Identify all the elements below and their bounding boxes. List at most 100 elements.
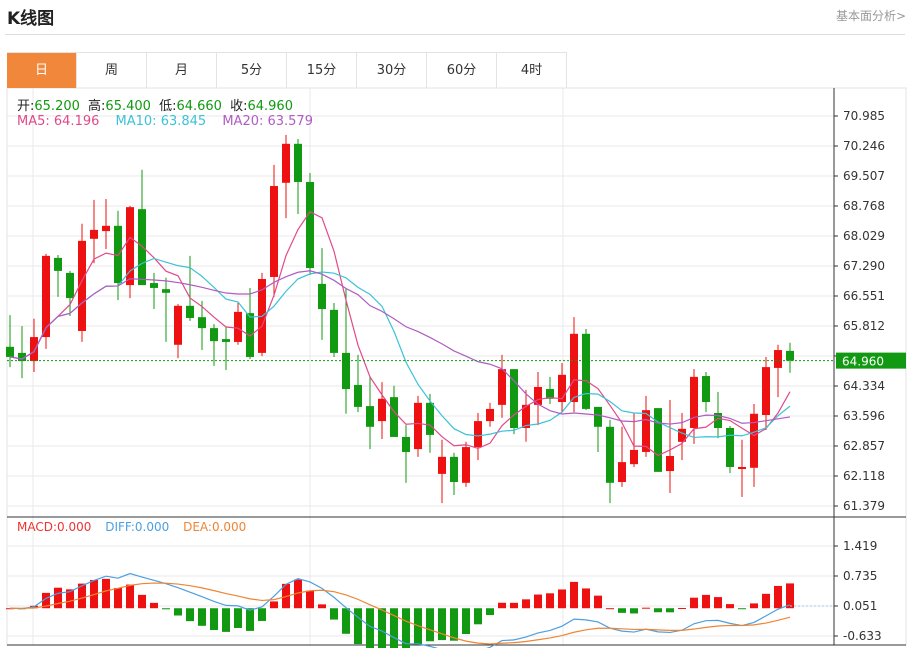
macd-bar [582, 588, 590, 609]
tab-4[interactable]: 15分 [287, 53, 357, 88]
candle-body [594, 406, 602, 427]
macd-bar [450, 608, 458, 641]
macd-bar [498, 602, 506, 609]
macd-bar [126, 584, 134, 609]
macd-bar [522, 599, 530, 609]
candle-body [330, 309, 338, 353]
tab-1[interactable]: 周 [77, 53, 147, 88]
candle-body [390, 397, 398, 437]
candle-body [702, 376, 710, 403]
candle-body [510, 369, 518, 429]
price-tick-label: 65.812 [843, 319, 885, 333]
ohlc-legend: 开:65.200 高:65.400 低:64.660 收:64.960 [17, 95, 297, 114]
diff-legend-value: DIFF:0.000 [105, 520, 170, 534]
macd-legend: MACD:0.000 DIFF:0.000 DEA:0.000 [17, 520, 250, 534]
macd-bar [714, 597, 722, 609]
macd-bar [726, 604, 734, 609]
macd-bar [618, 608, 626, 613]
candle-body [282, 143, 290, 183]
candle-body [6, 346, 14, 357]
low-label: 低: [159, 99, 177, 114]
macd-bar [186, 608, 194, 622]
high-label: 高: [88, 99, 106, 114]
ma20-line [9, 270, 791, 425]
ma5-line [9, 211, 791, 457]
macd-bar [438, 608, 446, 641]
macd-bar [354, 608, 362, 645]
tab-0[interactable]: 日 [7, 53, 77, 88]
macd-bar [318, 604, 326, 609]
candle-body [582, 333, 590, 409]
candle-body [186, 305, 194, 318]
tab-3[interactable]: 5分 [217, 53, 287, 88]
candle-body [666, 456, 674, 472]
candle-body [522, 404, 530, 429]
tab-7[interactable]: 4时 [497, 53, 567, 88]
candle-body [246, 313, 254, 357]
diff-line [9, 572, 791, 648]
macd-bar [234, 608, 242, 628]
macd-bar [486, 608, 494, 616]
macd-bar [534, 594, 542, 609]
page-title: K线图 [7, 9, 55, 29]
price-tick-label: 70.246 [843, 139, 885, 153]
macd-bar [606, 608, 614, 610]
macd-bar [42, 592, 50, 609]
tab-5[interactable]: 30分 [357, 53, 427, 88]
candle-body [222, 339, 230, 342]
macd-bar [546, 593, 554, 609]
candle-body [102, 225, 110, 232]
candle-body [402, 436, 410, 452]
candle-body [570, 333, 578, 403]
candle-body [714, 412, 722, 429]
candle-body [294, 143, 302, 182]
candle-body [678, 428, 686, 442]
ma10-line [9, 257, 791, 439]
candle-body [426, 402, 434, 435]
candle-body [234, 311, 242, 342]
open-label: 开: [17, 99, 35, 114]
candle-body [726, 428, 734, 467]
tab-6[interactable]: 60分 [427, 53, 497, 88]
candle-body [162, 289, 170, 293]
candle-body [474, 421, 482, 448]
candle-body [462, 447, 470, 483]
macd-bar [510, 602, 518, 609]
candle-body [414, 402, 422, 450]
candle-body [558, 374, 566, 403]
candle-body [486, 408, 494, 422]
fundamental-analysis-link[interactable]: 基本面分析> [835, 9, 906, 23]
price-tick-label: 67.290 [843, 259, 885, 273]
price-tick-label: 61.379 [843, 499, 885, 513]
macd-bar [666, 608, 674, 613]
price-tick-label: 70.985 [843, 109, 885, 123]
candle-body [786, 350, 794, 361]
macd-bar [702, 594, 710, 609]
candle-body [606, 426, 614, 483]
period-tabs: 日周月 5分 15分 30分 60分 4时 [7, 52, 567, 88]
candle-body [762, 367, 770, 416]
candle-body [750, 413, 758, 468]
macd-bar [366, 608, 374, 648]
candle-body [318, 283, 326, 310]
candle-body [498, 369, 506, 405]
macd-bar [306, 590, 314, 609]
macd-tick-label: -0.633 [843, 629, 882, 643]
tab-2[interactable]: 月 [147, 53, 217, 88]
candle-body [174, 305, 182, 345]
macd-bar [246, 608, 254, 631]
candle-body [210, 328, 218, 342]
candle-body [114, 225, 122, 284]
high-value: 65.400 [105, 99, 151, 114]
candle-body [78, 240, 86, 331]
macd-bar [66, 589, 74, 609]
macd-bar [762, 593, 770, 609]
candle-body [642, 410, 650, 452]
price-tick-label: 63.596 [843, 409, 885, 423]
open-value: 65.200 [34, 99, 80, 114]
candle-body [30, 337, 38, 362]
candle-body [774, 350, 782, 368]
candle-body [690, 376, 698, 429]
divider [5, 34, 905, 35]
